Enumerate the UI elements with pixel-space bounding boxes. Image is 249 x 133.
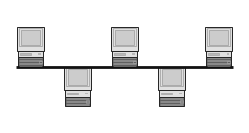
Bar (19, 28, 42, 47)
Bar (209, 30, 229, 45)
Bar (67, 93, 78, 94)
Bar (85, 93, 88, 94)
Bar (111, 27, 138, 51)
Bar (64, 66, 91, 90)
Bar (162, 69, 182, 85)
Bar (159, 97, 184, 106)
Bar (227, 61, 230, 63)
Bar (18, 51, 43, 57)
Bar (158, 66, 185, 90)
Bar (206, 51, 231, 57)
Bar (18, 57, 43, 66)
Bar (133, 61, 136, 63)
Bar (67, 69, 87, 85)
Bar (205, 27, 232, 51)
Bar (65, 97, 90, 106)
Bar (66, 68, 89, 86)
Bar (160, 68, 183, 86)
Bar (113, 28, 136, 47)
Bar (65, 90, 90, 97)
Bar (39, 61, 42, 63)
Bar (20, 30, 40, 45)
Bar (159, 90, 184, 97)
Bar (161, 93, 172, 94)
Bar (114, 53, 125, 55)
Bar (86, 100, 89, 103)
Bar (206, 57, 231, 66)
Bar (208, 53, 219, 55)
Bar (20, 53, 31, 55)
Bar (112, 51, 137, 57)
Bar (180, 93, 182, 94)
Bar (207, 28, 230, 47)
Bar (227, 53, 229, 55)
Bar (115, 30, 134, 45)
Bar (132, 53, 135, 55)
Bar (112, 57, 137, 66)
Bar (38, 53, 41, 55)
Bar (17, 27, 44, 51)
Bar (180, 100, 183, 103)
